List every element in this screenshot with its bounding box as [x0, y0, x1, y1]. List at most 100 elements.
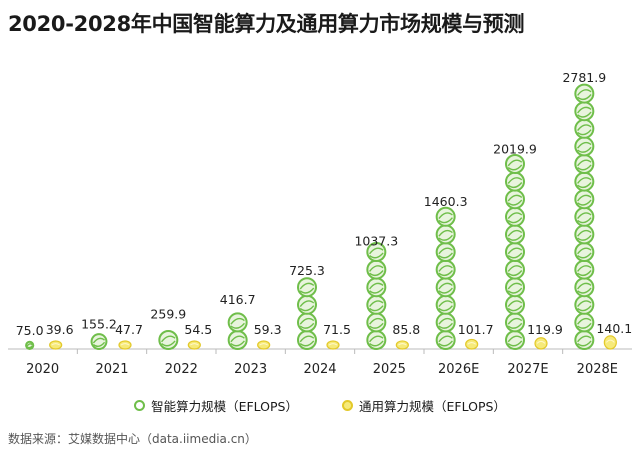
bar-intelligent-2027E — [505, 154, 525, 350]
bar-intelligent-segment — [366, 294, 387, 315]
legend-item-intelligent: 智能算力规模（EFLOPS） — [134, 396, 298, 415]
bar-intelligent-segment — [574, 83, 595, 104]
bar-intelligent-segment — [297, 312, 317, 333]
x-tick-label: 2027E — [507, 362, 548, 377]
data-label-general: 54.5 — [184, 322, 212, 337]
bar-intelligent-segment — [25, 340, 35, 351]
chart-title: 2020-2028年中国智能算力及通用算力市场规模与预测 — [8, 12, 525, 36]
bar-general-2022 — [187, 340, 201, 350]
bar-intelligent-segment — [366, 330, 387, 350]
data-label-general: 119.9 — [527, 322, 563, 337]
bar-intelligent-segment — [574, 224, 595, 245]
bar-intelligent-segment — [574, 259, 595, 280]
bar-intelligent-segment — [505, 330, 525, 350]
bar-intelligent-2021 — [90, 333, 108, 351]
bar-intelligent-segment — [574, 118, 595, 139]
bar-intelligent-segment — [574, 189, 595, 210]
bar-general-2021 — [118, 340, 132, 350]
data-label-general: 101.7 — [458, 322, 494, 337]
bar-intelligent-segment — [574, 136, 595, 157]
data-label-intelligent: 416.7 — [220, 292, 256, 307]
bar-intelligent-segment — [435, 277, 456, 298]
bar-intelligent-segment — [574, 101, 595, 122]
data-label-intelligent: 75.0 — [16, 323, 44, 338]
bar-intelligent-segment — [574, 154, 595, 174]
bar-general-2020 — [49, 340, 63, 350]
legend-item-general: 通用算力规模（EFLOPS） — [342, 396, 506, 415]
bar-intelligent-segment — [435, 259, 456, 280]
bar-general-2027E — [534, 337, 548, 350]
bar-intelligent-segment — [574, 330, 595, 350]
bar-intelligent-2022 — [158, 330, 179, 350]
source-note: 数据来源：艾媒数据中心（data.iimedia.cn） — [8, 432, 257, 446]
x-tick-label: 2020 — [26, 362, 59, 377]
bar-intelligent-segment — [505, 312, 525, 333]
data-label-general: 85.8 — [392, 322, 420, 337]
x-tick-label: 2021 — [95, 362, 128, 377]
data-label-intelligent: 1037.3 — [354, 234, 398, 249]
bar-intelligent-segment — [90, 333, 108, 351]
bar-intelligent-segment — [574, 171, 595, 192]
bar-general-2024 — [326, 340, 340, 350]
data-label-intelligent: 259.9 — [150, 307, 186, 322]
bar-intelligent-segment — [574, 294, 595, 315]
bar-intelligent-segment — [435, 294, 456, 315]
x-tick-label: 2026E — [438, 362, 479, 377]
bar-intelligent-segment — [435, 330, 456, 350]
bar-intelligent-segment — [505, 294, 525, 315]
bar-intelligent-segment — [505, 154, 525, 174]
bar-intelligent-2028E — [574, 83, 595, 350]
bar-intelligent-segment — [505, 206, 525, 227]
bar-intelligent-2024 — [297, 277, 317, 350]
bar-intelligent-segment — [297, 277, 317, 298]
bar-intelligent-segment — [574, 277, 595, 298]
bar-intelligent-segment — [435, 312, 456, 333]
x-tick-label: 2025 — [373, 362, 406, 377]
legend-swatch-intelligent — [134, 400, 146, 411]
bar-intelligent-segment — [366, 242, 387, 262]
bar-general-2023 — [257, 340, 271, 350]
data-label-general: 39.6 — [46, 322, 74, 337]
x-tick-label: 2023 — [234, 362, 267, 377]
data-label-general: 47.7 — [115, 322, 143, 337]
data-label-general: 71.5 — [323, 322, 351, 337]
bar-intelligent-segment — [366, 259, 387, 280]
bar-intelligent-segment — [505, 189, 525, 210]
bar-intelligent-segment — [366, 312, 387, 333]
bar-intelligent-segment — [366, 277, 387, 298]
x-tick-label: 2024 — [303, 362, 336, 377]
bar-intelligent-2020 — [25, 340, 35, 351]
bar-intelligent-segment — [158, 330, 179, 350]
bar-general-2026E — [465, 338, 479, 350]
bar-intelligent-segment — [435, 224, 456, 245]
bar-intelligent-segment — [574, 312, 595, 333]
bar-intelligent-segment — [574, 242, 595, 262]
bar-intelligent-segment — [435, 242, 456, 262]
bar-intelligent-segment — [574, 206, 595, 227]
x-tick-label: 2022 — [165, 362, 198, 377]
data-label-intelligent: 725.3 — [289, 263, 325, 278]
bar-intelligent-2026E — [435, 206, 456, 350]
data-label-general: 59.3 — [254, 322, 282, 337]
data-label-intelligent: 2019.9 — [493, 141, 537, 156]
x-tick-label: 2028E — [577, 362, 618, 377]
bar-intelligent-2025 — [366, 242, 387, 350]
legend-label-intelligent: 智能算力规模（EFLOPS） — [151, 399, 298, 414]
bar-intelligent-segment — [505, 242, 525, 262]
bar-intelligent-segment — [435, 206, 456, 227]
data-label-general: 140.1 — [596, 321, 632, 336]
bar-intelligent-segment — [505, 171, 525, 192]
bar-general-2025 — [395, 340, 409, 350]
data-label-intelligent: 1460.3 — [424, 194, 468, 209]
bar-intelligent-segment — [297, 294, 317, 315]
bar-intelligent-segment — [227, 330, 248, 350]
bar-intelligent-segment — [505, 277, 525, 298]
bar-intelligent-segment — [505, 224, 525, 245]
bar-intelligent-segment — [227, 312, 248, 333]
legend-swatch-general — [342, 400, 353, 411]
bar-intelligent-segment — [297, 330, 317, 350]
legend: 智能算力规模（EFLOPS） 通用算力规模（EFLOPS） — [0, 396, 640, 415]
data-label-intelligent: 155.2 — [81, 316, 117, 331]
data-label-intelligent: 2781.9 — [562, 70, 606, 85]
bar-intelligent-2023 — [227, 312, 248, 350]
